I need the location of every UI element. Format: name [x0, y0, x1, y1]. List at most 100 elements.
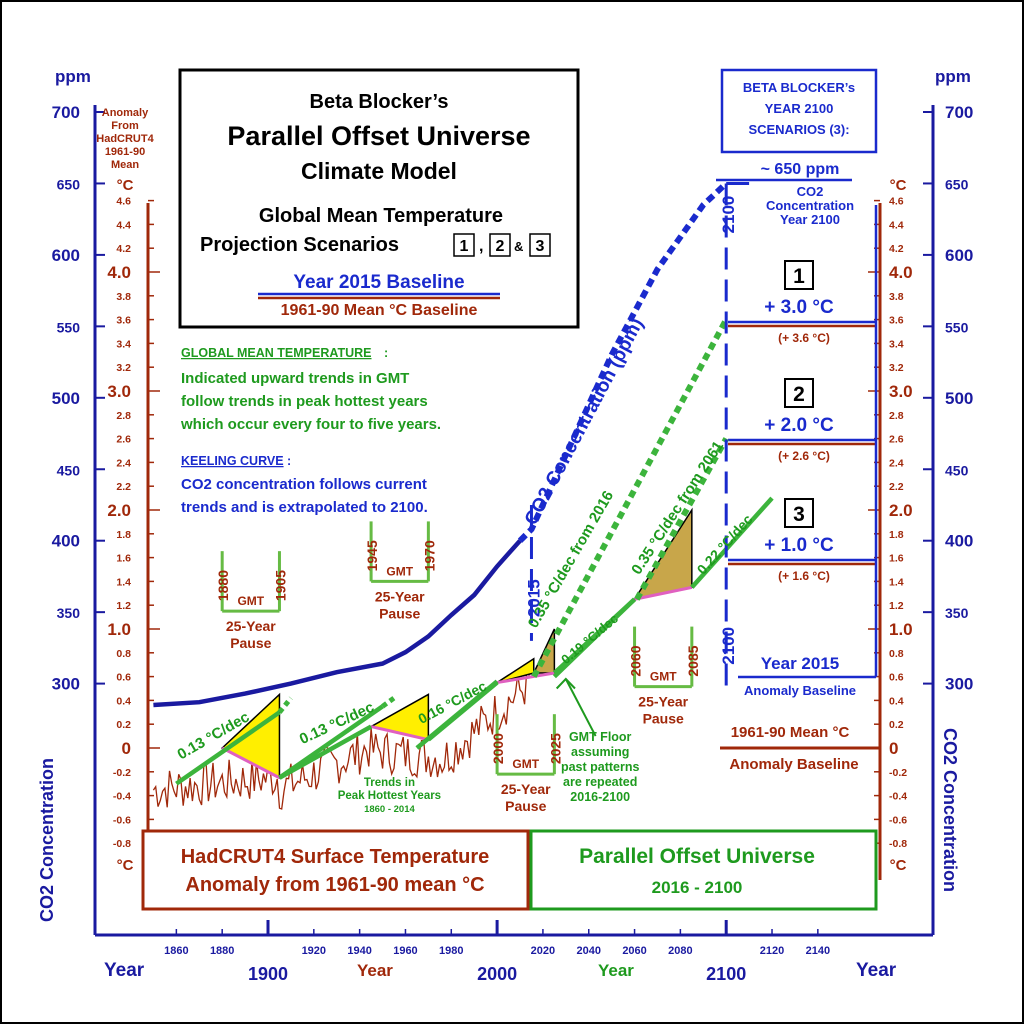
gmt-heading: GLOBAL MEAN TEMPERATURE	[181, 346, 372, 360]
gmt-text-1: Indicated upward trends in GMT	[181, 370, 409, 387]
scenario-temp: + 2.0 °C	[764, 415, 834, 436]
baseline-2015: Year 2015 Baseline	[293, 272, 464, 293]
ppm-tick-label-right: 650	[945, 176, 969, 192]
temp-tick-label-left: 4.0	[107, 263, 131, 282]
temp-tick-label-right: 1.8	[889, 529, 904, 541]
trend-line	[690, 496, 774, 589]
year-tick-label: 1960	[393, 945, 417, 957]
temp-tick-label-right: 2.6	[889, 434, 904, 446]
gmt-heading-colon: :	[384, 346, 388, 360]
pause-start: 2060	[628, 645, 644, 676]
keeling-heading: KEELING CURVE	[181, 454, 284, 468]
pause-end: 2025	[547, 733, 563, 764]
temp-tick-label-left: 0.4	[116, 695, 131, 707]
pause-label: 25-Year	[226, 618, 276, 634]
mean1961-label: 1961-90 Mean °C	[731, 724, 850, 741]
keeling-heading-colon: :	[287, 454, 291, 468]
scenario-number: 3	[793, 503, 805, 526]
temp-tick-label-right: 1.2	[889, 600, 904, 612]
co2-2100-label-2: Concentration	[766, 198, 854, 213]
temp-tick-label-left: 1.4	[116, 576, 131, 588]
temp-tick-label-left: 3.8	[116, 291, 131, 303]
co2-2100-value: ~ 650 ppm	[761, 161, 840, 178]
temp-tick-label-left: -0.4	[113, 791, 131, 803]
ppm-tick-label-right: 350	[945, 605, 969, 621]
co2-curve-observed	[153, 539, 522, 708]
title-line3: Climate Model	[301, 158, 457, 184]
anomaly-label-1: Anomaly	[102, 107, 149, 119]
vline-2100-label-top: 2100	[719, 196, 738, 234]
temp-tick-label-right: 0.4	[889, 695, 904, 707]
temp-tick-label-left: 1.8	[116, 529, 131, 541]
scenario-box-1	[453, 233, 475, 257]
hadcrut-line2: Anomaly from 1961-90 mean °C	[185, 874, 484, 896]
ppm-tick-label-left: 700	[52, 103, 80, 122]
title-line2: Parallel Offset Universe	[227, 121, 530, 151]
pou-line1: Parallel Offset Universe	[579, 845, 815, 868]
ppm-tick-label-right: 550	[945, 319, 969, 335]
floor-trend-line	[552, 597, 637, 675]
temp-tick-label-right: 4.0	[889, 263, 913, 282]
ppm-tick-label-right: 400	[945, 532, 973, 551]
scenario-header-box	[720, 68, 878, 154]
anomaly-label-5: Mean	[111, 159, 139, 171]
year-tick-label: 2060	[622, 945, 646, 957]
year-word-right: Year	[856, 960, 897, 981]
temp-tick-label-left: 3.6	[116, 315, 131, 327]
pause-label: 25-Year	[501, 781, 551, 797]
year-tick-label: 2020	[531, 945, 555, 957]
ppm-tick-label-right: 600	[945, 246, 973, 265]
hadcrut-box	[141, 829, 530, 911]
pause-gmt: GMT	[650, 670, 677, 684]
temp-tick-label-right: 0.2	[889, 719, 904, 731]
pause-floor-line	[634, 585, 693, 601]
temp-tick-label-left: -0.2	[113, 767, 131, 779]
trends-note: Trends in	[364, 777, 415, 789]
pause-label: 25-Year	[638, 694, 688, 710]
pause-end: 2085	[685, 645, 701, 676]
temp-tick-label-right: 4.4	[889, 219, 904, 231]
keeling-text-2: trends and is extrapolated to 2100.	[181, 499, 428, 516]
anomaly-baseline-red: Anomaly Baseline	[729, 756, 858, 773]
temp-tick-label-left: 3.0	[107, 382, 131, 401]
temp-tick-label-right: 2.2	[889, 481, 904, 493]
scenario-header-1: BETA BLOCKER’s	[743, 80, 855, 95]
ppm-tick-label-right: 700	[945, 103, 973, 122]
year-tick-label: 1940	[347, 945, 371, 957]
pause-triangle-3	[496, 657, 535, 684]
trends-note: Peak Hottest Years	[338, 790, 441, 802]
scenario-alt-temp: (+ 2.6 °C)	[778, 449, 830, 463]
trend-line	[531, 318, 729, 679]
year-tick-label: 2040	[576, 945, 600, 957]
temp-tick-label-left: 2.8	[116, 410, 131, 422]
temp-tick-label-right: 3.8	[889, 291, 904, 303]
year-major-label: 2000	[477, 964, 517, 984]
pause-end: 1970	[421, 540, 437, 571]
deg-c-bottom-right: °C	[890, 857, 907, 874]
co2-vertical-left: CO2 Concentration	[37, 758, 57, 922]
temp-tick-label-right: 3.4	[889, 338, 904, 350]
temp-tick-label-right: 0.6	[889, 672, 904, 684]
gmt-text-3: which occur every four to five years.	[180, 416, 441, 433]
temp-tick-label-right: -0.4	[889, 791, 907, 803]
pause-label2: Pause	[505, 798, 546, 814]
title-comma: ,	[479, 238, 483, 255]
title-line4: Global Mean Temperature	[259, 205, 503, 227]
pou-line2: 2016 - 2100	[652, 878, 743, 897]
temp-tick-label-right: 1.6	[889, 553, 904, 565]
co2-2100-label-1: CO2	[797, 184, 824, 199]
temp-tick-label-left: 3.4	[116, 338, 131, 350]
temp-tick-label-left: 2.2	[116, 481, 131, 493]
year-major-label: 1900	[248, 964, 288, 984]
scenario-box-2	[489, 233, 511, 257]
ppm-tick-label-right: 450	[945, 462, 969, 478]
year-word-red: Year	[357, 961, 393, 980]
temp-tick-label-left: 4.4	[116, 219, 131, 231]
year-ticks: 1860 1880 1920 1940 1960 1980 2020 2040 2060 2080…	[164, 920, 830, 984]
temp-tick-label-right: 4.6	[889, 196, 904, 208]
scenario-num-3: 3	[536, 238, 545, 255]
trend-line	[634, 437, 729, 601]
pause-end: 1905	[272, 570, 288, 601]
temp-tick-label-left: 0.2	[116, 719, 131, 731]
temp-tick-label-left: 2.0	[107, 501, 131, 520]
